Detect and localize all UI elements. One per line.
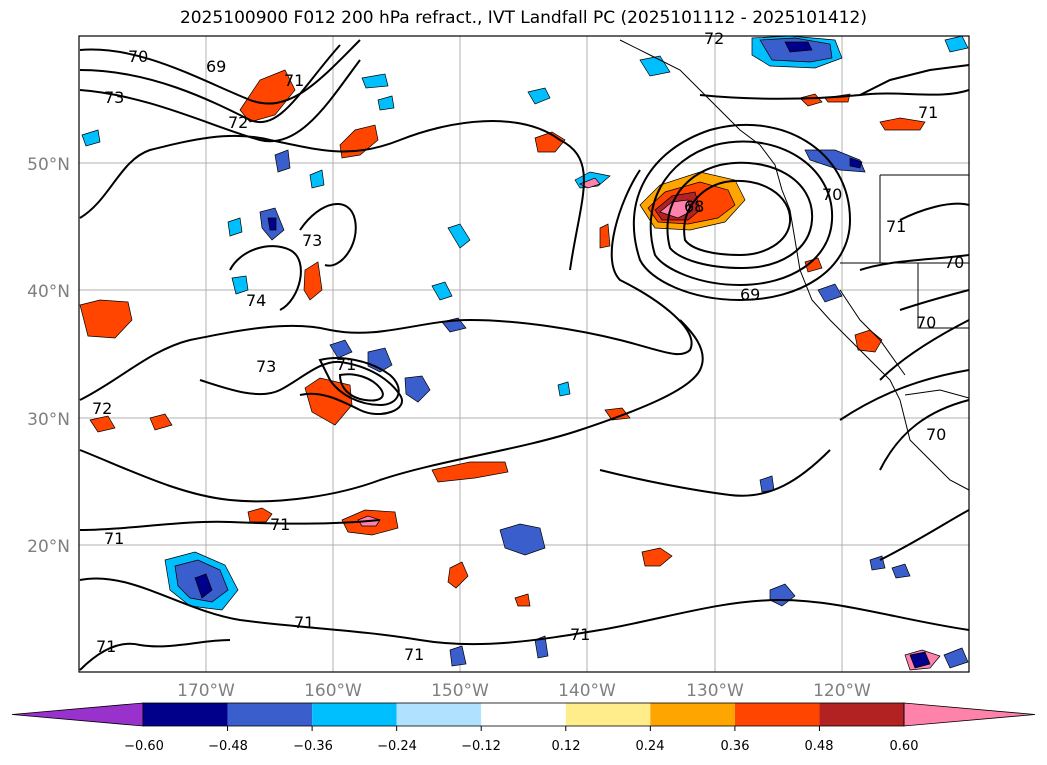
contour-label: 73 (104, 88, 124, 107)
colorbar-tick-label: 0.24 (636, 739, 665, 754)
contour-label: 70 (926, 425, 946, 444)
colorbar-segment (227, 703, 313, 726)
contour-label: 70 (944, 253, 964, 272)
contour-label: 71 (284, 71, 304, 90)
colorbar-segment (143, 703, 228, 726)
colorbar-segment (734, 703, 820, 726)
lat-label: 40°N (27, 282, 70, 302)
lon-label: 130°W (686, 681, 744, 701)
colorbar-tick-label: 0.48 (805, 739, 834, 754)
contour-label: 71 (570, 625, 590, 644)
colorbar-outline (142, 702, 905, 727)
colorbar-tick-label: −0.24 (377, 739, 417, 754)
colorbar-labels: −0.60 −0.48 −0.36 −0.24 −0.12 0.12 0.24 … (124, 739, 918, 754)
contour-label: 70 (822, 185, 842, 204)
contour-label: 71 (270, 515, 290, 534)
colorbar-segment (819, 703, 904, 726)
colorbar-segment (396, 703, 482, 726)
contour-label: 71 (294, 613, 314, 632)
contour-label: 71 (104, 529, 124, 548)
colorbar (11, 702, 1036, 731)
colorbar-tick-label: −0.36 (293, 739, 333, 754)
colorbar-segment (565, 703, 651, 726)
contour-label: 69 (740, 285, 760, 304)
lat-label: 30°N (27, 410, 70, 430)
colorbar-tick-label: −0.60 (124, 739, 164, 754)
contour-label: 74 (246, 291, 266, 310)
colorbar-extend-high (903, 702, 1036, 727)
contour-label: 71 (96, 637, 116, 656)
contour-label: 72 (92, 399, 112, 418)
map-area (79, 36, 969, 672)
lon-label: 150°W (431, 681, 489, 701)
contour-label: 72 (704, 29, 724, 48)
lon-label: 120°W (813, 681, 871, 701)
lon-label: 140°W (558, 681, 616, 701)
contour-label: 71 (886, 217, 906, 236)
contour-label: 71 (336, 355, 356, 374)
map-border (78, 35, 970, 673)
lon-labels: 170°W 160°W 150°W 140°W 130°W 120°W (177, 681, 871, 701)
colorbar-tick-label: −0.12 (461, 739, 501, 754)
contour-label: 72 (228, 113, 248, 132)
contour-label: 70 (128, 47, 148, 66)
contour-lines (79, 39, 970, 671)
colorbar-tick-label: 0.12 (552, 739, 581, 754)
map-title: 2025100900 F012 200 hPa refract., IVT La… (179, 8, 867, 28)
lat-label: 50°N (27, 155, 70, 175)
colorbar-tick-label: −0.48 (208, 739, 248, 754)
lon-label: 170°W (177, 681, 235, 701)
contour-label: 70 (916, 313, 936, 332)
contour-label: 68 (684, 197, 704, 216)
contour-label: 69 (206, 57, 226, 76)
positive-anomalies (79, 69, 941, 671)
lat-label: 20°N (27, 537, 70, 557)
colorbar-segment (650, 703, 735, 726)
contour-label: 73 (256, 357, 276, 376)
colorbar-tick-label: 0.36 (721, 739, 750, 754)
contour-label: 71 (918, 103, 938, 122)
colorbar-segment (481, 703, 566, 726)
lon-label: 160°W (304, 681, 362, 701)
lat-labels: 50°N 40°N 30°N 20°N (27, 155, 70, 557)
contour-label: 71 (404, 645, 424, 664)
colorbar-segment (312, 703, 397, 726)
contour-label: 73 (302, 231, 322, 250)
contour-labels: 70 69 73 71 72 72 73 74 73 71 72 68 70 7… (92, 29, 964, 664)
colorbar-tick-label: 0.60 (890, 739, 919, 754)
colorbar-extend-low (11, 702, 144, 727)
